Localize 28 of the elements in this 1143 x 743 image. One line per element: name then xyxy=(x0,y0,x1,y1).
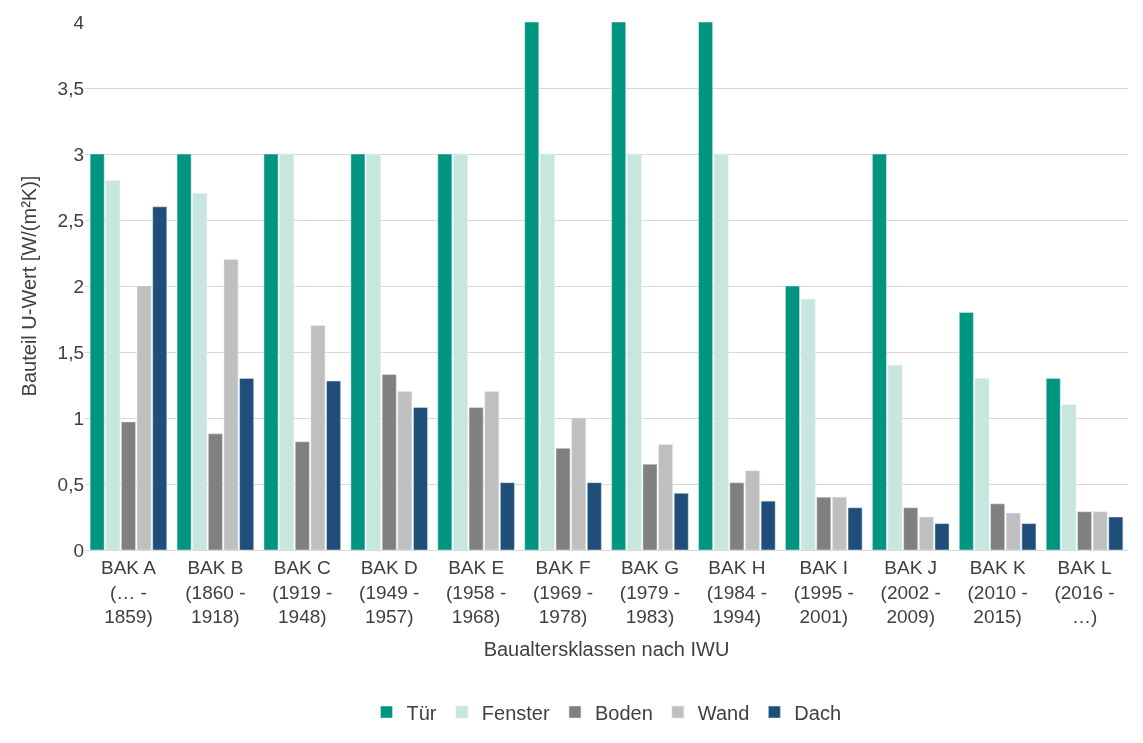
y-tick-label: 3,5 xyxy=(57,77,84,99)
y-tick-label: 0,5 xyxy=(57,473,84,495)
x-tick-label: BAK E (1958 - 1968) xyxy=(446,556,507,628)
x-tick-label: BAK D (1949 - 1957) xyxy=(359,556,420,628)
y-tick-label: 2,5 xyxy=(57,209,84,231)
legend-label: Tür xyxy=(406,701,437,724)
x-tick-label: BAK I (1995 - 2001) xyxy=(793,556,854,628)
x-tick-label: BAK J (2002 - 2009) xyxy=(880,556,941,628)
x-tick-label: BAK L (2016 - …) xyxy=(1054,556,1115,628)
legend-label: Wand xyxy=(697,701,750,724)
y-axis-title: Bauteil U-Wert [W/(m²K)] xyxy=(18,175,41,397)
legend-label: Fenster xyxy=(481,701,550,724)
legend-label: Boden xyxy=(594,701,653,724)
y-tick-label: 2 xyxy=(73,275,84,297)
y-tick-label: 1,5 xyxy=(57,341,84,363)
x-tick-label: BAK A (… - 1859) xyxy=(101,556,157,628)
y-tick-label: 3 xyxy=(73,143,84,165)
x-tick-label: BAK G (1979 - 1983) xyxy=(619,556,681,628)
x-tick-label: BAK H (1984 - 1994) xyxy=(706,556,767,628)
x-tick-label: BAK C (1919 - 1948) xyxy=(272,556,333,628)
y-tick-label: 1 xyxy=(73,407,84,429)
y-tick-label: 0 xyxy=(73,539,84,561)
x-tick-label: BAK K (2010 - 2015) xyxy=(967,556,1028,628)
x-axis-title: Baualtersklassen nach IWU xyxy=(483,637,730,660)
x-tick-label: BAK F (1969 - 1978) xyxy=(532,556,594,628)
x-tick-label: BAK B (1860 - 1918) xyxy=(185,556,246,628)
legend-label: Dach xyxy=(794,701,842,724)
y-tick-label: 4 xyxy=(73,11,85,33)
